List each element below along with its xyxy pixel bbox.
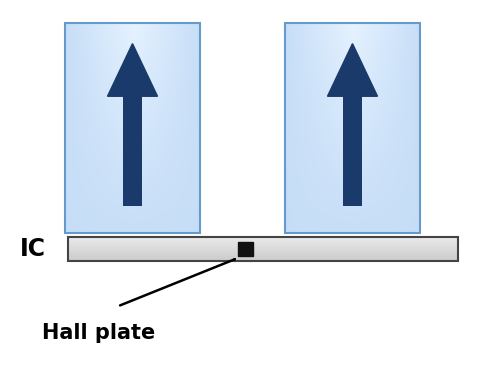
Polygon shape xyxy=(328,44,378,96)
Bar xyxy=(68,237,458,261)
Bar xyxy=(238,242,252,256)
Text: Hall plate: Hall plate xyxy=(42,323,156,343)
Bar xyxy=(343,96,362,206)
Text: IC: IC xyxy=(20,237,46,261)
Polygon shape xyxy=(108,44,158,96)
Bar xyxy=(285,23,420,233)
Bar xyxy=(65,23,200,233)
Bar xyxy=(123,96,142,206)
